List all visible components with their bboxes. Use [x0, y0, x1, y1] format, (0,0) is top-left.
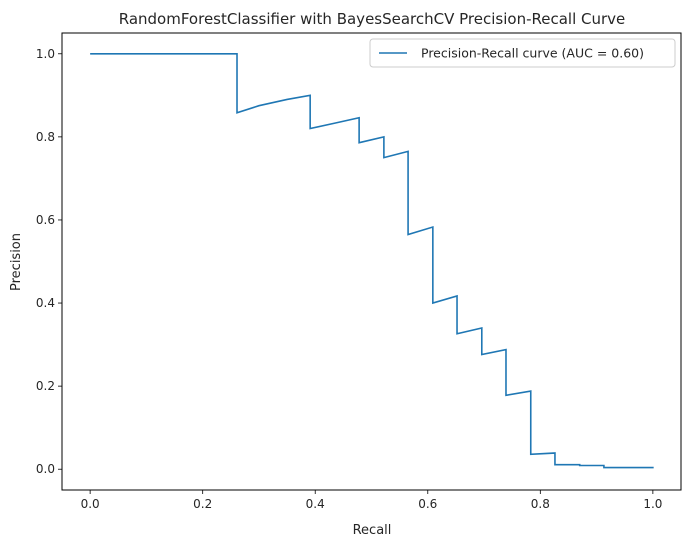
- y-tick-label: 0.8: [36, 130, 55, 144]
- y-tick-label: 0.6: [36, 213, 55, 227]
- y-tick-label: 0.0: [36, 462, 55, 476]
- series-line-0: [90, 52, 654, 469]
- y-axis: 0.0 0.2 0.4 0.6 0.8 1.0: [36, 47, 62, 476]
- x-tick-label: 0.8: [531, 497, 550, 511]
- y-tick-label: 0.4: [36, 296, 55, 310]
- legend-box: [369, 38, 676, 68]
- x-axis-label: Recall: [353, 523, 392, 538]
- x-tick-label: 0.6: [418, 497, 437, 511]
- x-tick-label: 0.0: [81, 497, 100, 511]
- legend-entry-label: Precision-Recall curve (AUC = 0.60): [421, 46, 644, 61]
- chart-title: RandomForestClassifier with BayesSearchC…: [119, 10, 626, 28]
- x-tick-label: 0.4: [306, 497, 325, 511]
- x-tick-label: 0.2: [193, 497, 212, 511]
- x-axis: 0.0 0.2 0.4 0.6 0.8 1.0: [81, 490, 662, 511]
- y-tick-label: 1.0: [36, 47, 55, 61]
- legend: Precision-Recall curve (AUC = 0.60): [369, 38, 676, 68]
- y-axis-label: Precision: [9, 233, 24, 291]
- x-tick-label: 1.0: [643, 497, 662, 511]
- plot-area: [90, 52, 654, 469]
- axes-frame: [61, 32, 682, 491]
- y-tick-label: 0.2: [36, 379, 55, 393]
